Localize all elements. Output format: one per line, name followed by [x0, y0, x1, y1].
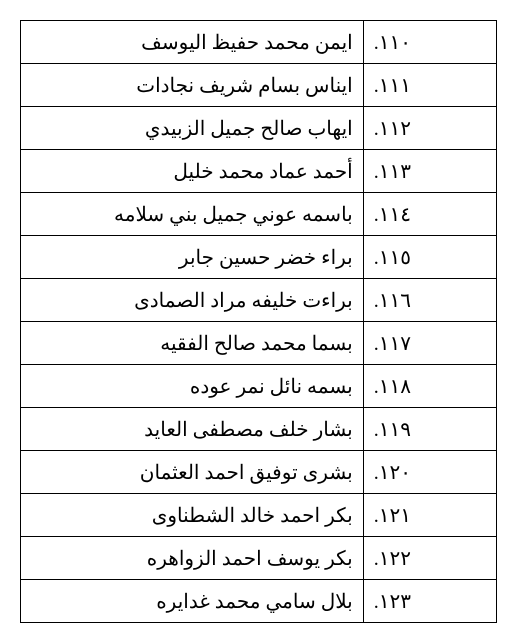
- table-row: .١١٥براء خضر حسين جابر: [21, 236, 497, 279]
- row-number: .١٢١: [363, 494, 496, 537]
- row-name: بسما محمد صالح الفقيه: [21, 322, 364, 365]
- row-number: .١١١: [363, 64, 496, 107]
- row-number: .١٢٠: [363, 451, 496, 494]
- table-row: .١٢٣بلال سامي محمد غدايره: [21, 580, 497, 623]
- row-number: .١١٧: [363, 322, 496, 365]
- row-name: ايناس بسام شريف نجادات: [21, 64, 364, 107]
- row-number: .١١٨: [363, 365, 496, 408]
- row-number: .١٢٣: [363, 580, 496, 623]
- table-row: .١١١ايناس بسام شريف نجادات: [21, 64, 497, 107]
- row-number: .١١٦: [363, 279, 496, 322]
- table-row: .١١٣أحمد عماد محمد خليل: [21, 150, 497, 193]
- row-name: بشار خلف مصطفى العايد: [21, 408, 364, 451]
- row-name: أحمد عماد محمد خليل: [21, 150, 364, 193]
- row-number: .١١٢: [363, 107, 496, 150]
- table-row: .١١٧بسما محمد صالح الفقيه: [21, 322, 497, 365]
- table-row: .١١٤باسمه عوني جميل بني سلامه: [21, 193, 497, 236]
- table-row: .١١٦براءت خليفه مراد الصمادى: [21, 279, 497, 322]
- names-table: .١١٠ايمن محمد حفيظ اليوسف.١١١ايناس بسام …: [20, 20, 497, 623]
- row-name: باسمه عوني جميل بني سلامه: [21, 193, 364, 236]
- table-row: .١٢٢بكر يوسف احمد الزواهره: [21, 537, 497, 580]
- row-number: .١٢٢: [363, 537, 496, 580]
- table-row: .١٢١بكر احمد خالد الشطناوى: [21, 494, 497, 537]
- row-name: بسمه نائل نمر عوده: [21, 365, 364, 408]
- table-row: .١١٠ايمن محمد حفيظ اليوسف: [21, 21, 497, 64]
- row-name: براء خضر حسين جابر: [21, 236, 364, 279]
- row-name: بشرى توفيق احمد العثمان: [21, 451, 364, 494]
- table-row: .١٢٠بشرى توفيق احمد العثمان: [21, 451, 497, 494]
- table-row: .١١٨بسمه نائل نمر عوده: [21, 365, 497, 408]
- row-name: ايمن محمد حفيظ اليوسف: [21, 21, 364, 64]
- row-name: براءت خليفه مراد الصمادى: [21, 279, 364, 322]
- row-name: بكر احمد خالد الشطناوى: [21, 494, 364, 537]
- table-row: .١١٢ايهاب صالح جميل الزبيدي: [21, 107, 497, 150]
- row-number: .١١٣: [363, 150, 496, 193]
- row-name: بكر يوسف احمد الزواهره: [21, 537, 364, 580]
- row-number: .١١٠: [363, 21, 496, 64]
- row-name: ايهاب صالح جميل الزبيدي: [21, 107, 364, 150]
- row-number: .١١٩: [363, 408, 496, 451]
- table-row: .١١٩بشار خلف مصطفى العايد: [21, 408, 497, 451]
- row-name: بلال سامي محمد غدايره: [21, 580, 364, 623]
- table-body: .١١٠ايمن محمد حفيظ اليوسف.١١١ايناس بسام …: [21, 21, 497, 623]
- row-number: .١١٤: [363, 193, 496, 236]
- row-number: .١١٥: [363, 236, 496, 279]
